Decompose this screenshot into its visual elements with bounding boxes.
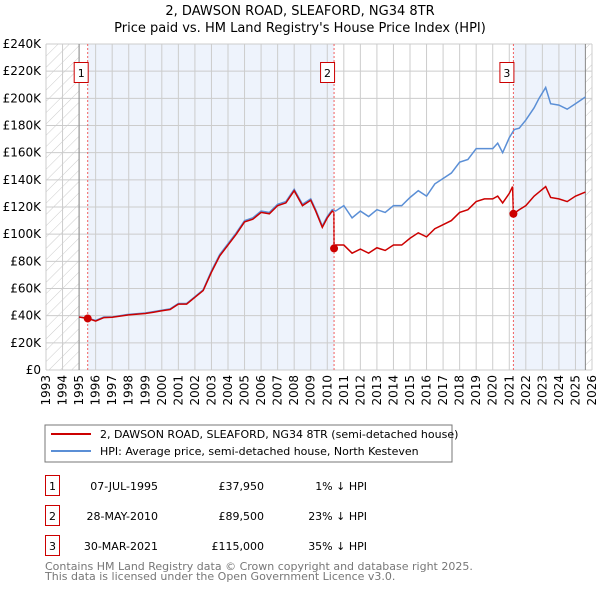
row-marker: 3 <box>49 540 56 553</box>
x-tick-label: 2005 <box>238 375 252 406</box>
sale-label-box <box>320 62 336 83</box>
y-tick-label: £220K <box>3 64 43 78</box>
y-tick-label: £100K <box>3 227 43 241</box>
y-tick-label: £20K <box>10 336 42 350</box>
x-tick-label: 2024 <box>552 375 566 406</box>
x-tick-label: 2012 <box>353 375 367 406</box>
x-tick-label: 2014 <box>386 375 400 406</box>
x-tick-label: 2023 <box>535 375 549 406</box>
x-tick-label: 2008 <box>287 375 301 406</box>
row-marker: 1 <box>49 480 56 493</box>
row-price: £115,000 <box>212 540 265 553</box>
x-tick-label: 2020 <box>486 375 500 406</box>
sale-label-box <box>499 62 515 83</box>
x-tick-label: 2016 <box>420 375 434 406</box>
property-series-line <box>78 185 586 322</box>
x-tick-label: 1997 <box>105 375 119 406</box>
x-tick-label: 2026 <box>585 375 599 406</box>
x-tick-label: 2022 <box>519 375 533 406</box>
x-tick-label: 2007 <box>271 375 285 406</box>
x-tick-label: 1995 <box>72 375 86 406</box>
x-tick-label: 2013 <box>370 375 384 406</box>
y-tick-label: £240K <box>3 37 43 51</box>
footer-licence: This data is licensed under the Open Gov… <box>44 570 395 583</box>
y-tick-label: £80K <box>10 254 42 268</box>
row-price: £37,950 <box>219 480 265 493</box>
row-date: 30-MAR-2021 <box>84 540 158 553</box>
x-tick-label: 2011 <box>337 375 351 406</box>
y-tick-label: £180K <box>3 119 43 133</box>
x-tick-label: 2017 <box>436 375 450 406</box>
row-marker: 2 <box>49 510 56 523</box>
sale-label: 3 <box>503 67 510 80</box>
table-row: 3 30-MAR-2021 £115,000 35% ↓ HPI <box>45 535 367 556</box>
chart-title: 2, DAWSON ROAD, SLEAFORD, NG34 8TR <box>165 4 434 19</box>
x-tick-label: 1996 <box>89 375 103 406</box>
x-tick-label: 2015 <box>403 375 417 406</box>
x-tick-label: 2004 <box>221 375 235 406</box>
y-tick-label: £120K <box>3 200 43 214</box>
x-tick-label: 1994 <box>56 375 70 406</box>
y-tick-label: £140K <box>3 173 43 187</box>
row-hpi: 35% ↓ HPI <box>308 540 367 553</box>
row-price: £89,500 <box>219 510 265 523</box>
x-tick-label: 2021 <box>502 375 516 406</box>
legend-label-property: 2, DAWSON ROAD, SLEAFORD, NG34 8TR (semi… <box>100 428 458 441</box>
x-tick-label: 1998 <box>122 375 136 406</box>
x-tick-label: 2018 <box>453 375 467 406</box>
x-tick-label: 2002 <box>188 375 202 406</box>
x-tick-label: 2000 <box>155 375 169 406</box>
chart-subtitle: Price paid vs. HM Land Registry's House … <box>114 21 486 36</box>
sale-point <box>83 314 92 323</box>
x-tick-label: 2003 <box>204 375 218 406</box>
row-hpi: 1% ↓ HPI <box>315 480 367 493</box>
y-tick-label: £200K <box>3 91 43 105</box>
table-row: 2 28-MAY-2010 £89,500 23% ↓ HPI <box>45 505 367 526</box>
x-tick-label: 2001 <box>171 375 185 406</box>
sale-point <box>509 209 518 218</box>
x-tick-label: 1999 <box>138 375 152 406</box>
sale-label: 1 <box>78 67 85 80</box>
x-tick-label: 2019 <box>469 375 483 406</box>
y-tick-label: £60K <box>10 282 42 296</box>
legend-label-hpi: HPI: Average price, semi-detached house,… <box>100 445 419 458</box>
y-tick-label: £40K <box>10 309 42 323</box>
x-tick-label: 2006 <box>254 375 268 406</box>
footer-copyright: Contains HM Land Registry data © Crown c… <box>45 560 473 573</box>
x-tick-label: 2009 <box>304 375 318 406</box>
sale-label: 2 <box>324 67 331 80</box>
x-tick-label: 2025 <box>568 375 582 406</box>
sales-table: 1 07-JUL-1995 £37,950 1% ↓ HPI 2 28-MAY-… <box>45 475 367 556</box>
x-tick-label: 1993 <box>39 375 53 406</box>
sale-label-box <box>73 62 89 83</box>
y-tick-label: £0 <box>26 363 41 377</box>
row-date: 07-JUL-1995 <box>90 480 158 493</box>
x-tick-label: 2010 <box>320 375 334 406</box>
sale-point <box>330 244 339 253</box>
row-date: 28-MAY-2010 <box>86 510 158 523</box>
table-row: 1 07-JUL-1995 £37,950 1% ↓ HPI <box>45 475 367 496</box>
legend-box <box>44 424 453 463</box>
row-hpi: 23% ↓ HPI <box>308 510 367 523</box>
y-tick-label: £160K <box>3 146 43 160</box>
